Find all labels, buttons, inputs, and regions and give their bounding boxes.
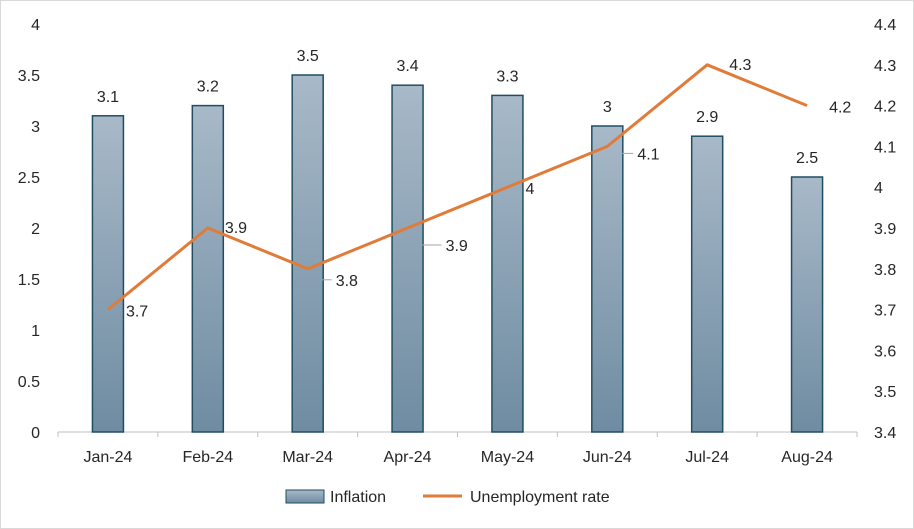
- bar-inflation: [91, 115, 125, 433]
- y-right-tick-label: 3.8: [874, 262, 896, 279]
- y-right-tick-label: 3.4: [874, 425, 896, 442]
- bar-inflation: [391, 84, 424, 433]
- y-left-tick-label: 1: [31, 323, 40, 340]
- legend-label-inflation: Inflation: [330, 489, 386, 506]
- x-tick-label: Jan-24: [83, 449, 132, 466]
- bar-data-label: 3: [603, 99, 612, 116]
- legend-swatch-inflation: [285, 489, 325, 504]
- y-right-tick-label: 4.2: [874, 99, 896, 116]
- line-unemployment-rate: [106, 63, 808, 311]
- line-data-label: 3.7: [126, 304, 148, 321]
- line-data-label: 3.9: [225, 220, 247, 237]
- bar-inflation: [291, 74, 324, 433]
- y-left-tick-label: 4: [31, 17, 40, 34]
- y-right-tick-label: 3.9: [874, 221, 896, 238]
- bar-data-label: 2.9: [696, 109, 718, 126]
- x-tick-label: Aug-24: [781, 449, 833, 466]
- bar-data-label: 3.4: [396, 58, 418, 75]
- bar-inflation: [491, 94, 524, 433]
- bar-data-label: 3.5: [297, 48, 319, 65]
- line-data-label: 4.1: [637, 146, 659, 163]
- y-right-tick-label: 3.5: [874, 384, 896, 401]
- y-right-tick-label: 4.3: [874, 58, 896, 75]
- y-left-tick-label: 3: [31, 119, 40, 136]
- bar-data-label: 3.1: [97, 89, 119, 106]
- line-data-label: 3.8: [336, 273, 358, 290]
- bar-inflation: [191, 104, 225, 433]
- x-tick-label: Mar-24: [282, 449, 333, 466]
- bar-data-label: 3.3: [496, 68, 518, 85]
- legend: Inflation Unemployment rate: [285, 489, 610, 506]
- y-left-tick-label: 3.5: [18, 68, 40, 85]
- x-tick-label: May-24: [481, 449, 534, 466]
- y-right-tick-label: 4.1: [874, 139, 896, 156]
- y-right-tick-label: 3.6: [874, 343, 896, 360]
- y-left-tick-label: 0.5: [18, 374, 40, 391]
- bar-inflation: [591, 125, 624, 433]
- bar-data-label: 3.2: [197, 79, 219, 96]
- bars-layer: [91, 74, 824, 433]
- line-data-label: 4.3: [729, 57, 751, 74]
- y-right-tick-label: 3.7: [874, 303, 896, 320]
- y-left-tick-label: 1.5: [18, 272, 40, 289]
- bar-inflation: [790, 176, 824, 433]
- y-left-tick-label: 0: [31, 425, 40, 442]
- x-tick-label: Jul-24: [685, 449, 729, 466]
- x-tick-label: Apr-24: [384, 449, 432, 466]
- y-left-tick-label: 2: [31, 221, 40, 238]
- line-layer: [106, 63, 808, 311]
- y-left-tick-label: 2.5: [18, 170, 40, 187]
- line-data-label: 4: [525, 181, 534, 198]
- bar-inflation: [690, 135, 724, 433]
- x-tick-label: Jun-24: [583, 449, 632, 466]
- line-data-label: 4.2: [829, 100, 851, 117]
- line-data-label: 3.9: [446, 238, 468, 255]
- axes-layer: Jan-24 Feb-24 Mar-24 Apr-24 May-24 Jun-24 Jul-…: [18, 17, 897, 466]
- x-tick-label: Feb-24: [182, 449, 233, 466]
- data-labels-layer: 3.1 3.2 3.5 3.4 3.3 3 2.9 2.5 3.7 3.9 3.8 3.9 4 4.1 4.…: [97, 48, 852, 321]
- y-right-tick-label: 4: [874, 180, 883, 197]
- y-right-tick-label: 4.4: [874, 17, 896, 34]
- legend-label-unemployment-rate: Unemployment rate: [470, 489, 610, 506]
- bar-data-label: 2.5: [796, 150, 818, 167]
